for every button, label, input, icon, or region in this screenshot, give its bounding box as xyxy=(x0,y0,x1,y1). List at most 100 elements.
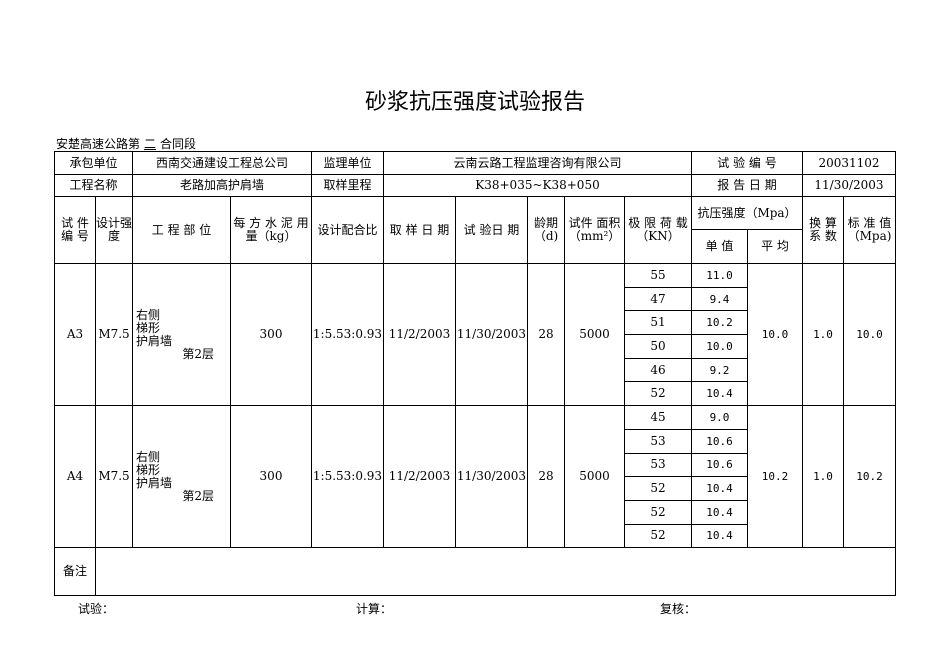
project: 老路加高护肩墙 xyxy=(132,174,312,197)
single-strength: 10.4 xyxy=(691,499,748,525)
age: 28 xyxy=(527,262,565,407)
cement-amount: 300 xyxy=(230,405,312,549)
remark-field[interactable] xyxy=(95,547,896,597)
report-date-label: 报 告 日 期 xyxy=(691,174,803,197)
ultimate-load: 52 xyxy=(624,381,692,407)
test-no: 20031102 xyxy=(802,151,896,175)
engineering-part: 右侧 梯形 护肩墙 第2层 xyxy=(132,405,231,549)
single-strength: 10.0 xyxy=(691,334,748,359)
ultimate-load: 45 xyxy=(624,405,692,430)
ultimate-load: 50 xyxy=(624,334,692,359)
single-strength: 10.4 xyxy=(691,523,748,549)
test-date: 11/30/2003 xyxy=(455,405,528,549)
single-strength: 10.6 xyxy=(691,452,748,478)
part-line: 梯形 xyxy=(136,462,161,477)
ultimate-load: 52 xyxy=(624,523,692,549)
average-strength: 10.0 xyxy=(747,262,803,407)
table-row: 52 10.4 xyxy=(55,476,896,501)
specimen-id: A3 xyxy=(54,262,96,407)
table-row: 53 10.6 xyxy=(55,428,896,454)
standard-value: 10.2 xyxy=(843,405,896,549)
mix-ratio: 1:5.53:0.93 xyxy=(311,405,384,549)
age: 28 xyxy=(527,405,565,549)
section-suffix: 合同段 xyxy=(160,137,197,151)
part-line: 右侧 xyxy=(136,449,161,464)
ultimate-load: 55 xyxy=(624,263,692,288)
col-single: 单 值 xyxy=(691,229,748,264)
part-floor: 第2层 xyxy=(182,488,214,503)
report-date: 11/30/2003 xyxy=(802,174,896,197)
contract-section: 安楚高速公路第二合同段 xyxy=(56,135,196,152)
standard-value: 10.0 xyxy=(843,262,896,407)
part-floor: 第2层 xyxy=(182,346,214,361)
single-strength: 10.4 xyxy=(691,476,748,501)
col-specimen-no: 试 件 编 号 xyxy=(54,196,96,264)
sample-date: 11/2/2003 xyxy=(383,262,456,407)
col-test-date: 试 验日 期 xyxy=(455,196,528,264)
ultimate-load: 47 xyxy=(624,286,692,312)
section-number: 二 xyxy=(144,137,157,151)
report-title: 砂浆抗压强度试验报告 xyxy=(364,90,585,115)
footer-tester: 试验： xyxy=(78,602,115,616)
col-cement: 每 方 水 泥 用 量（kg） xyxy=(230,196,312,264)
remark-label: 备注 xyxy=(54,547,96,597)
col-factor: 换 算 系 数 xyxy=(802,196,844,264)
col-avg: 平 均 xyxy=(747,229,803,264)
footer-calc: 计算： xyxy=(356,602,393,616)
engineering-part: 右侧 梯形 护肩墙 第2层 xyxy=(132,262,231,407)
ultimate-load: 52 xyxy=(624,476,692,501)
cement-amount: 300 xyxy=(230,262,312,407)
part-line: 右侧 xyxy=(136,307,161,322)
footer-review: 复核： xyxy=(660,602,697,616)
area: 5000 xyxy=(564,262,625,407)
col-part: 工 程 部 位 xyxy=(132,196,231,264)
contractor: 西南交通建设工程总公司 xyxy=(132,151,312,175)
col-age: 龄期（d) xyxy=(527,196,565,264)
table-row: 52 10.4 xyxy=(55,499,896,525)
supervisor: 云南云路工程监理咨询有限公司 xyxy=(383,151,692,175)
table-row: 52 10.4 xyxy=(55,381,896,407)
single-strength: 11.0 xyxy=(691,263,748,288)
col-design-strength: 设计强度 xyxy=(95,196,133,264)
test-date: 11/30/2003 xyxy=(455,262,528,407)
single-strength: 9.2 xyxy=(691,357,748,383)
table-row: A3 M7.5 右侧 梯形 护肩墙 第2层 300 1:5.53:0.93 11/2/2003 1… xyxy=(54,262,896,407)
area: 5000 xyxy=(564,405,625,549)
design-grade: M7.5 xyxy=(95,262,133,407)
table-row: 51 10.2 xyxy=(55,310,896,336)
conversion-factor: 1.0 xyxy=(802,262,844,407)
part-line: 护肩墙 xyxy=(136,475,173,490)
sample-date: 11/2/2003 xyxy=(383,405,456,549)
test-no-label: 试 验 编 号 xyxy=(691,151,803,175)
part-line: 护肩墙 xyxy=(136,333,173,348)
ultimate-load: 53 xyxy=(624,452,692,478)
average-strength: 10.2 xyxy=(747,405,803,549)
ultimate-load: 52 xyxy=(624,499,692,525)
mix-ratio: 1:5.53:0.93 xyxy=(311,262,384,407)
col-load: 极 限 荷 载（KN） xyxy=(624,196,692,264)
design-grade: M7.5 xyxy=(95,405,133,549)
table-row: 46 9.2 xyxy=(55,357,896,383)
conversion-factor: 1.0 xyxy=(802,405,844,549)
ultimate-load: 51 xyxy=(624,310,692,336)
chainage-label: 取样里程 xyxy=(311,174,384,197)
part-line: 梯形 xyxy=(136,320,161,335)
chainage: K38+035~K38+050 xyxy=(383,174,692,197)
single-strength: 10.2 xyxy=(691,310,748,336)
single-strength: 10.6 xyxy=(691,428,748,454)
table-row: 50 10.0 xyxy=(55,334,896,359)
table-row: 47 9.4 xyxy=(55,286,896,312)
col-mix: 设计配合比 xyxy=(311,196,384,264)
table-row: 53 10.6 xyxy=(55,452,896,478)
col-strength: 抗压强度（Mpa） xyxy=(691,196,803,230)
single-strength: 9.0 xyxy=(691,405,748,430)
single-strength: 10.4 xyxy=(691,381,748,407)
project-label: 工程名称 xyxy=(54,174,133,197)
ultimate-load: 46 xyxy=(624,357,692,383)
specimen-id: A4 xyxy=(54,405,96,549)
section-prefix: 安楚高速公路第 xyxy=(56,137,141,151)
col-area: 试件 面积（mm²） xyxy=(564,196,625,264)
report-table: 承包单位 西南交通建设工程总公司 监理单位 云南云路工程监理咨询有限公司 试 验… xyxy=(54,151,896,597)
ultimate-load: 53 xyxy=(624,428,692,454)
col-std: 标 准 值（Mpa) xyxy=(843,196,896,264)
